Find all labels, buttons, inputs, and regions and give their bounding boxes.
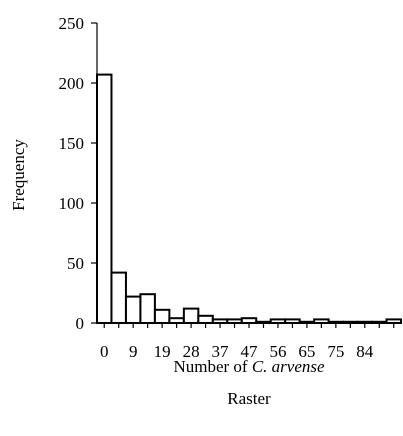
x-tick-label: 9: [129, 342, 138, 361]
x-axis-label-species: C. arvense: [252, 357, 325, 376]
x-axis-label-prefix: Number of: [173, 357, 251, 376]
x-tick-label: 28: [183, 342, 200, 361]
y-tick-label: 250: [59, 14, 85, 33]
x-tick-label: 56: [269, 342, 286, 361]
x-tick-label: 0: [100, 342, 109, 361]
y-tick-label: 50: [67, 254, 84, 273]
histogram-bar: [182, 307, 200, 325]
histogram-bar: [197, 314, 214, 324]
y-tick-label: 150: [59, 134, 85, 153]
x-tick-label: 37: [212, 342, 230, 361]
x-tick-label: 84: [356, 342, 374, 361]
x-axis-label: Number of C. arvense: [173, 357, 325, 376]
x-tick-label: 47: [241, 342, 259, 361]
y-axis-label: Frequency: [9, 139, 28, 211]
histogram-bar: [153, 308, 171, 324]
x-tick-label: 65: [298, 342, 315, 361]
histogram-bar: [139, 293, 156, 325]
histogram-bar: [240, 317, 258, 325]
x-axis-sublabel: Raster: [227, 389, 271, 408]
histogram-bar: [168, 317, 185, 325]
y-tick-label: 100: [59, 194, 85, 213]
y-axis: 0 50 100 150 200 250: [59, 14, 98, 333]
y-tick-label: 200: [59, 74, 85, 93]
x-axis: 0 9 19 28 37 47 56 65 75 84: [97, 322, 401, 361]
histogram-bar: [96, 73, 113, 324]
plot-area: [96, 73, 402, 325]
histogram-bar: [124, 295, 142, 325]
y-tick-label: 0: [76, 314, 85, 333]
x-tick-label: 19: [154, 342, 171, 361]
histogram-bar: [110, 271, 127, 325]
x-tick-label: 75: [327, 342, 344, 361]
